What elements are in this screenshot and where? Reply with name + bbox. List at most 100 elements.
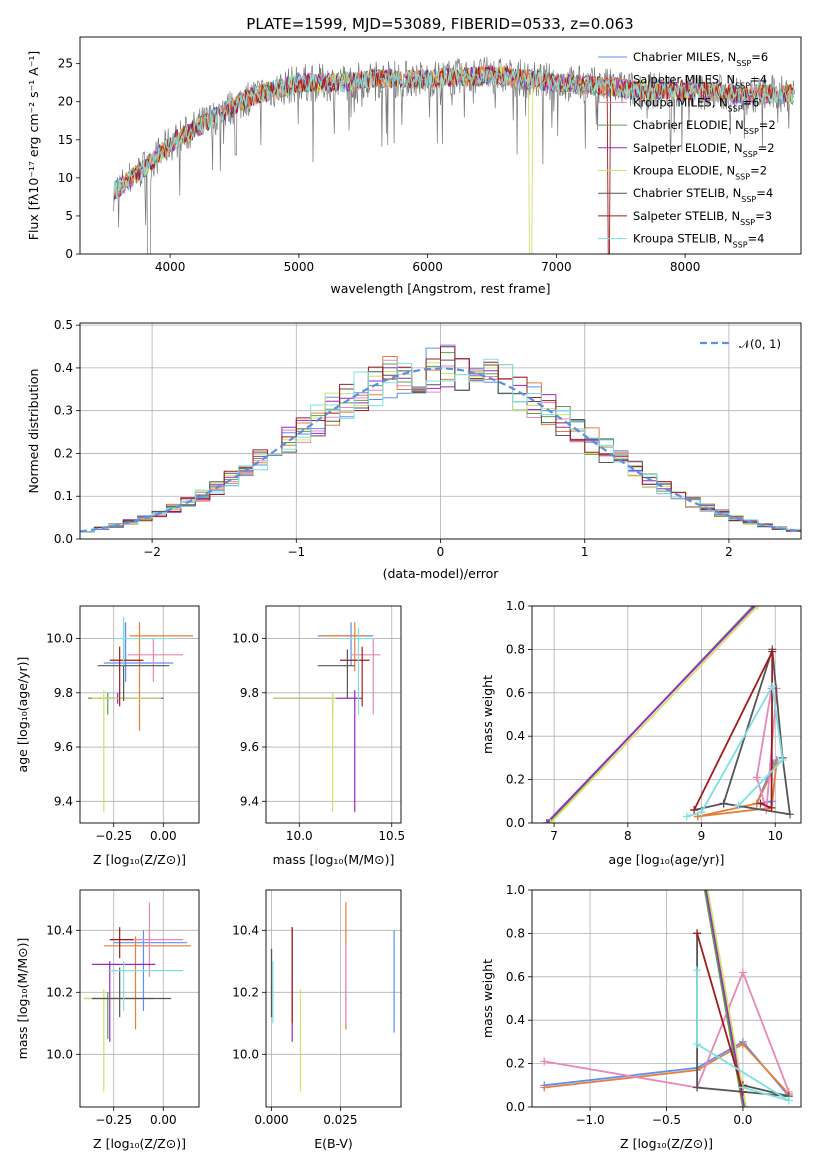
legend-entry: Kroupa STELIB, NSSP=4: [633, 232, 764, 250]
weight-line: [706, 890, 747, 1107]
legend-entry: Chabrier STELIB, NSSP=4: [633, 186, 773, 204]
legend-entry: Salpeter MILES, NSSP=4: [633, 73, 767, 91]
weight-marker: [540, 1057, 549, 1066]
weight-marker: [693, 1083, 702, 1092]
massweight_vs_z-plot-area: [540, 843, 793, 1107]
weight-marker: [738, 1103, 747, 1107]
x-axis-label: E(B-V): [314, 1136, 353, 1151]
x-tick-label: 8000: [670, 260, 701, 274]
x-axis-label: Z [log₁₀(Z/Z⊙)]: [620, 1136, 713, 1151]
x-tick-label: −0.25: [95, 829, 132, 843]
y-tick-label: 0.6: [506, 686, 525, 700]
weight-marker: [546, 819, 555, 823]
x-tick-label: 2: [725, 545, 733, 559]
weight-marker: [697, 808, 706, 817]
y-tick-label: 10.4: [46, 923, 73, 937]
weight-marker: [767, 803, 776, 812]
y-tick-label: 10.0: [232, 1047, 259, 1061]
weight-marker: [540, 1083, 549, 1092]
weight-marker: [741, 1103, 750, 1107]
y-axis-label: Normed distribution: [26, 369, 41, 494]
x-tick-label: 0.00: [150, 1113, 177, 1127]
x-tick-label: 10.0: [286, 829, 313, 843]
y-tick-label: 0.0: [54, 532, 73, 546]
weight-marker: [756, 799, 765, 808]
weight-marker: [768, 647, 777, 656]
weight-marker: [753, 606, 762, 610]
weight-line: [696, 970, 790, 1102]
x-tick-label: 0.000: [254, 1113, 288, 1127]
residuals-plot-area: [80, 344, 801, 533]
mass_vs_ebv-plot-area: [270, 902, 395, 1092]
mass_vs_z-axes: −0.25 0.00 10.0 10.2 10.4 Z [log₁₀(Z/Z⊙)] mass…: [15, 889, 200, 1151]
y-tick-label: 9.4: [240, 794, 259, 808]
y-tick-label: 0.4: [506, 729, 525, 743]
y-tick-label: 15: [58, 133, 73, 147]
x-axis-label: wavelength [Angstrom, rest frame]: [330, 281, 550, 296]
weight-marker: [734, 801, 743, 810]
y-axis-label: Flux [fλ10⁻¹⁷ erg cm⁻² s⁻¹ A⁻¹]: [26, 51, 41, 240]
y-tick-label: 9.6: [54, 740, 73, 754]
y-tick-label: 10: [58, 171, 73, 185]
legend-entry: 𝒩(0, 1): [739, 337, 781, 351]
x-axis-label: mass [log₁₀(M/M⊙)]: [273, 852, 395, 867]
x-axis-label: age [log₁₀(age/yr)]: [609, 852, 725, 867]
weight-marker: [542, 819, 551, 823]
y-tick-label: 9.8: [240, 686, 259, 700]
weight-marker: [682, 812, 691, 821]
x-tick-label: 8: [624, 829, 632, 843]
y-tick-label: 1.0: [506, 599, 525, 613]
histogram-step: [80, 346, 801, 533]
y-tick-label: 10.4: [232, 923, 259, 937]
y-tick-label: 0.2: [506, 1057, 525, 1071]
x-tick-label: 0.025: [323, 1113, 357, 1127]
legend-entry: Salpeter ELODIE, NSSP=2: [633, 141, 775, 159]
x-axis-label: Z [log₁₀(Z/Z⊙)]: [93, 1136, 186, 1151]
axes-frame: [531, 605, 802, 824]
y-tick-label: 20: [58, 95, 73, 109]
age_vs_mass-plot-area: [273, 622, 381, 813]
weight-line: [544, 1042, 790, 1095]
weight-marker: [693, 929, 702, 938]
y-tick-label: 9.8: [54, 686, 73, 700]
x-tick-label: 5000: [284, 260, 315, 274]
y-tick-label: 0: [65, 247, 73, 261]
legend-entry: Kroupa MILES, NSSP=6: [633, 95, 759, 113]
x-tick-label: 6000: [412, 260, 443, 274]
y-axis-label: mass [log₁₀(M/M⊙)]: [15, 938, 30, 1060]
x-tick-label: 0.00: [150, 829, 177, 843]
weight-marker: [785, 810, 794, 819]
weight-marker: [690, 805, 699, 814]
y-tick-label: 9.4: [54, 794, 73, 808]
chart-title: PLATE=1599, MJD=53089, FIBERID=0533, z=0…: [246, 15, 633, 33]
x-tick-label: 10.5: [378, 829, 405, 843]
weight-marker: [738, 1083, 747, 1092]
weight-marker: [752, 773, 761, 782]
x-tick-label: 10: [768, 829, 783, 843]
legend-entry: Chabrier ELODIE, NSSP=2: [633, 118, 776, 136]
age_vs_z-plot-area: [87, 616, 194, 813]
weight-marker: [719, 799, 728, 808]
weight-marker: [768, 682, 777, 691]
age_vs_mass-axes: 10.0 10.5 9.4 9.6 9.8 10.0 mass [log₁₀(M/M⊙)]: [232, 605, 405, 867]
weight-marker: [693, 843, 701, 851]
x-tick-label: 1: [581, 545, 589, 559]
weight-line: [705, 890, 746, 1107]
y-tick-label: 9.6: [240, 740, 259, 754]
y-tick-label: 0.4: [506, 1013, 525, 1027]
mass_vs_z-plot-area: [83, 902, 192, 1092]
legend-entry: Salpeter STELIB, NSSP=3: [633, 209, 772, 227]
y-axis-label: mass weight: [480, 675, 495, 754]
legend-entry: Chabrier MILES, NSSP=6: [633, 50, 768, 68]
x-tick-label: 0: [437, 545, 445, 559]
y-tick-label: 0.0: [506, 816, 525, 830]
x-axis-label: Z [log₁₀(Z/Z⊙)]: [93, 852, 186, 867]
y-tick-label: 10.2: [232, 985, 259, 999]
x-tick-label: 0.0: [733, 1113, 752, 1127]
weight-line: [546, 606, 756, 823]
histogram-step: [80, 358, 801, 533]
axes-frame: [265, 605, 402, 824]
x-tick-label: −0.25: [95, 1113, 132, 1127]
mass_vs_ebv-axes: 0.000 0.025 10.0 10.2 10.4 E(B-V): [232, 889, 402, 1151]
weight-marker: [695, 843, 703, 851]
